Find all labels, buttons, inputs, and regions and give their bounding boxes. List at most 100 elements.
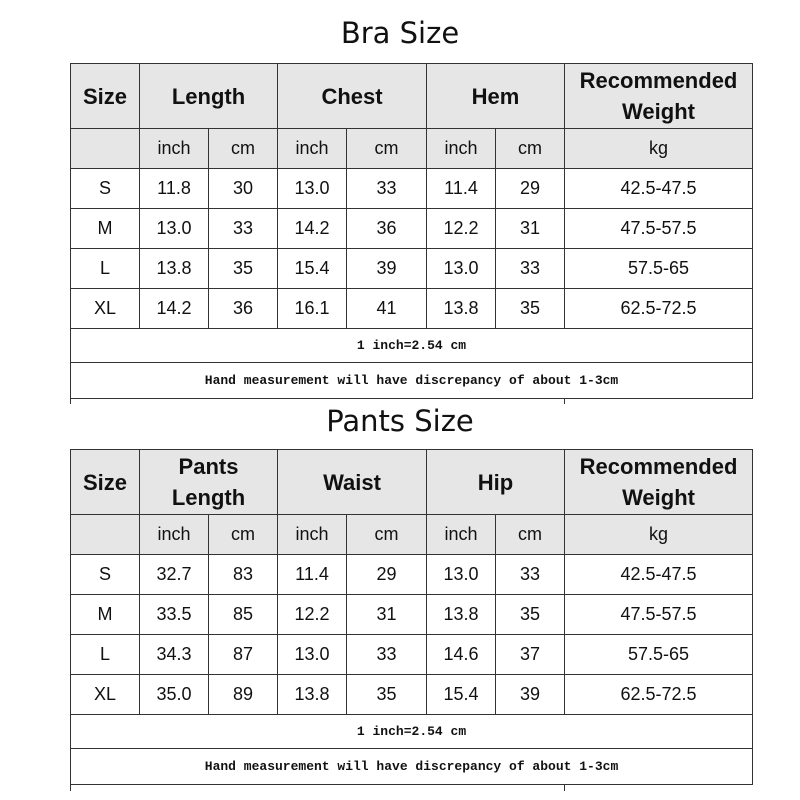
value-cell: 13.8 [426,594,497,635]
table-row: M 33.5 85 12.2 31 13.8 35 47.5-57.5 [70,594,754,635]
table-row: S 11.8 30 13.0 33 11.4 29 42.5-47.5 [70,168,754,209]
value-cell: 13.0 [139,208,209,249]
value-cell: 13.8 [139,248,209,289]
value-cell: 31 [495,208,566,249]
value-cell: 35 [495,594,566,635]
column-header: Pants Length [139,449,278,515]
value-cell: 35 [207,248,279,289]
unit-cell: cm [207,128,279,169]
value-cell: 85 [208,594,278,635]
unit-cell: inch [277,128,348,169]
bra-size-table: Size Length Chest Hem Recommended Weight inch… [69,63,754,399]
value-cell: 13.0 [426,248,497,289]
size-cell: S [70,554,140,595]
size-cell: XL [70,674,140,715]
table-row: L 13.8 35 15.4 39 13.0 33 57.5-65 [70,248,754,289]
unit-cell: cm [208,514,278,555]
column-header: Chest [277,63,428,129]
value-cell: 62.5-72.5 [564,674,754,715]
value-cell: 15.4 [277,248,348,289]
unit-cell: inch [426,514,497,555]
value-cell: 13.8 [277,674,347,715]
column-header: Recommended Weight [564,63,754,129]
bra-size-title: Bra Size [340,16,460,50]
note-row: Hand measurement will have discrepancy o… [69,362,754,399]
value-cell: 15.4 [426,674,497,715]
value-cell: 36 [346,208,428,249]
value-cell: 30 [207,168,279,209]
table-row: L 34.3 87 13.0 33 14.6 37 57.5-65 [70,634,754,675]
units-row: inch cm inch cm inch cm kg [70,514,754,555]
table-row: XL 35.0 89 13.8 35 15.4 39 62.5-72.5 [70,674,754,715]
unit-cell: inch [139,128,209,169]
unit-cell: inch [139,514,209,555]
value-cell: 13.0 [277,168,348,209]
value-cell: 42.5-47.5 [564,168,754,209]
value-cell: 11.4 [426,168,497,209]
value-cell: 33 [207,208,279,249]
note-text: 1 inch=2.54 cm [69,328,754,363]
pants-size-title: Pants Size [326,404,474,438]
unit-cell: cm [495,514,566,555]
size-cell: L [70,248,140,289]
value-cell: 11.4 [277,554,347,595]
value-cell: 33 [495,554,566,595]
value-cell: 62.5-72.5 [564,288,754,329]
value-cell: 11.8 [139,168,209,209]
value-cell: 47.5-57.5 [564,208,754,249]
value-cell: 34.3 [139,634,209,675]
value-cell: 87 [208,634,278,675]
unit-cell: cm [495,128,566,169]
column-header: Size [70,63,140,129]
value-cell: 83 [208,554,278,595]
value-cell: 33 [495,248,566,289]
value-cell: 14.6 [426,634,497,675]
value-cell: 31 [345,594,428,635]
unit-cell: cm [345,514,428,555]
column-header: Recommended Weight [564,449,754,515]
value-cell: 36 [207,288,279,329]
unit-cell: inch [426,128,497,169]
value-cell: 57.5-65 [564,634,754,675]
column-header: Length [138,63,279,129]
value-cell: 14.2 [277,208,348,249]
unit-cell [70,128,140,169]
value-cell: 13.8 [426,288,497,329]
column-header: Waist [276,449,428,515]
value-cell: 37 [495,634,566,675]
value-cell: 42.5-47.5 [564,554,754,595]
size-cell: M [70,594,140,635]
value-cell: 32.7 [139,554,209,595]
column-header: Hem [426,63,566,129]
note-text: Hand measurement will have discrepancy o… [69,362,754,399]
value-cell: 41 [346,288,428,329]
value-cell: 12.2 [426,208,497,249]
note-row: Hand measurement will have discrepancy o… [69,748,754,785]
header-row: Size Pants Length Waist Hip Recommended Weig… [70,449,754,515]
value-cell: 29 [345,554,428,595]
size-cell: L [70,634,140,675]
value-cell: 16.1 [277,288,348,329]
value-cell: 33 [345,634,428,675]
unit-cell: cm [346,128,428,169]
column-header: Size [70,449,140,515]
header-row: Size Length Chest Hem Recommended Weight [70,63,754,129]
table-row: S 32.7 83 11.4 29 13.0 33 42.5-47.5 [70,554,754,595]
note-row: 1 inch=2.54 cm [69,714,754,749]
unit-cell: kg [564,128,754,169]
table-row: M 13.0 33 14.2 36 12.2 31 47.5-57.5 [70,208,754,249]
value-cell: 89 [208,674,278,715]
value-cell: 29 [495,168,566,209]
size-cell: S [70,168,140,209]
value-cell: 12.2 [277,594,347,635]
value-cell: 14.2 [139,288,209,329]
value-cell: 13.0 [277,634,347,675]
value-cell: 39 [346,248,428,289]
size-cell: M [70,208,140,249]
value-cell: 35 [345,674,428,715]
value-cell: 35 [495,288,566,329]
note-text: Hand measurement will have discrepancy o… [69,748,754,785]
unit-cell: inch [277,514,347,555]
units-row: inch cm inch cm inch cm kg [70,128,754,169]
size-cell: XL [70,288,140,329]
